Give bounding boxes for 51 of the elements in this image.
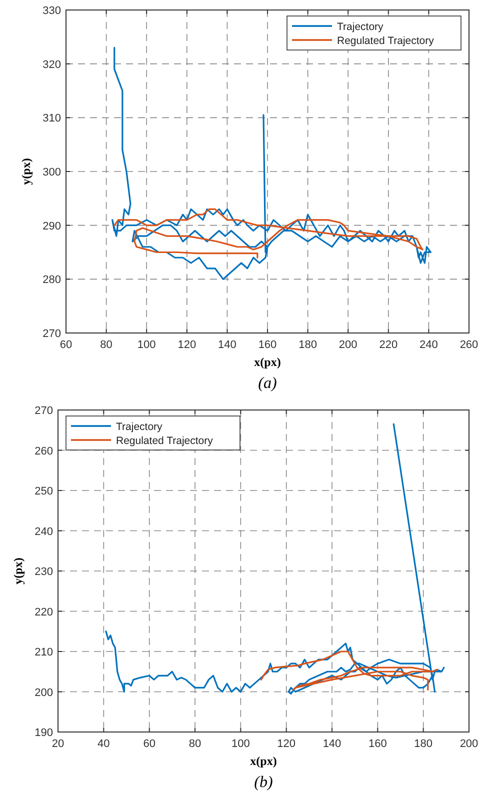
- y-axis-title: y(px): [11, 558, 25, 584]
- y-tick-label: 320: [42, 58, 61, 71]
- y-tick-label: 220: [34, 606, 53, 618]
- y-tick-label: 240: [34, 526, 53, 538]
- y-tick-label: 270: [42, 328, 61, 340]
- x-tick-label: 100: [231, 738, 250, 750]
- x-axis-title: x(px): [250, 754, 277, 768]
- x-tick-label: 260: [460, 339, 478, 351]
- y-axis-title: y(px): [19, 158, 33, 185]
- y-tick-label: 290: [42, 220, 61, 232]
- y-tick-label: 270: [34, 405, 53, 417]
- y-tick-label: 260: [34, 445, 53, 458]
- y-tick-label: 210: [34, 646, 53, 658]
- y-tick-label: 190: [34, 727, 53, 739]
- x-tick-label: 180: [414, 738, 433, 750]
- legend-label: Trajectory: [116, 421, 164, 433]
- legend-label: Regulated Trajectory: [337, 35, 435, 47]
- x-tick-label: 40: [98, 738, 110, 750]
- line-series: [112, 46, 432, 280]
- x-tick-label: 140: [322, 738, 342, 750]
- x-tick-label: 140: [218, 339, 236, 351]
- x-tick-label: 200: [460, 738, 478, 750]
- x-tick-label: 180: [298, 339, 317, 351]
- line-series: [105, 423, 445, 695]
- y-tick-label: 310: [42, 112, 61, 125]
- y-tick-label: 200: [34, 686, 53, 699]
- legend-label: Trajectory: [337, 21, 384, 33]
- legend-label: Regulated Trajectory: [116, 435, 214, 447]
- y-tick-label: 300: [42, 166, 61, 178]
- line-series: [114, 208, 424, 258]
- x-tick-label: 160: [258, 339, 277, 351]
- y-tick-label: 230: [34, 566, 53, 578]
- x-tick-label: 80: [100, 339, 112, 351]
- x-axis-title: x(px): [254, 355, 281, 369]
- x-tick-label: 200: [338, 339, 358, 351]
- y-tick-label: 250: [34, 486, 53, 498]
- x-tick-label: 20: [52, 738, 64, 750]
- y-tick-label: 280: [42, 274, 61, 286]
- text: (a): [258, 375, 277, 392]
- x-tick-label: 120: [178, 339, 196, 351]
- line-series: [260, 650, 438, 691]
- x-tick-label: 120: [277, 738, 296, 750]
- text: (b): [254, 774, 273, 791]
- x-tick-label: 240: [420, 339, 438, 351]
- x-tick-label: 80: [188, 738, 202, 750]
- x-tick-label: 220: [379, 339, 398, 351]
- x-tick-label: 100: [137, 339, 156, 351]
- x-tick-label: 160: [368, 738, 387, 750]
- x-tick-label: 60: [143, 738, 156, 750]
- x-tick-label: 60: [60, 339, 72, 351]
- y-tick-label: 330: [42, 5, 61, 17]
